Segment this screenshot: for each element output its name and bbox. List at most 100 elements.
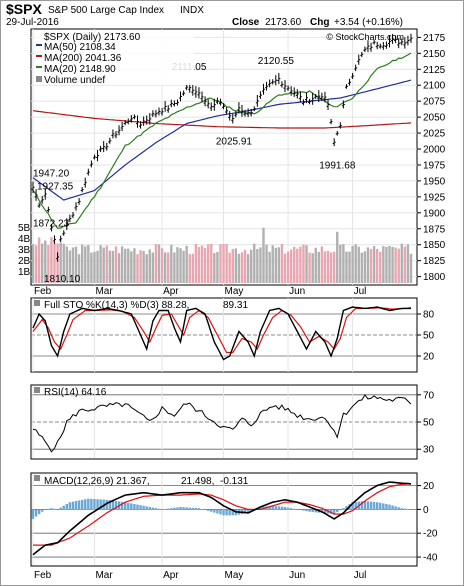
volume-bar [130, 251, 133, 283]
macd-histogram-bar [363, 501, 367, 510]
volume-bar [323, 251, 327, 283]
macd-histogram-bar [37, 509, 41, 515]
month-label: Jul [354, 286, 367, 297]
macd-histogram-bar [329, 509, 333, 514]
indicator-tick-label: 20 [423, 352, 435, 363]
macd-histogram-bar [99, 499, 102, 510]
macd-histogram-bar [308, 509, 311, 512]
volume-bar [345, 251, 348, 283]
volume-bar [348, 251, 351, 283]
macd-histogram-bar [96, 499, 99, 510]
macd-histogram-bar [31, 509, 35, 519]
volume-bar [326, 250, 330, 283]
month-label-bottom: Apr [163, 570, 179, 581]
indicator-tick-label: 30 [423, 445, 435, 456]
indicator-tick-label: 0 [423, 505, 429, 516]
volume-bar [111, 250, 115, 283]
macd-panel: 200-20-40 MACD(12,26,9) 21.367, 21.498, … [30, 472, 438, 567]
volume-bar [363, 251, 367, 283]
macd-histogram-bar [111, 500, 115, 510]
volume-bar [145, 254, 148, 283]
volume-bar [41, 243, 44, 283]
rsi-swatch [34, 387, 40, 393]
price-panel: 1947.201927.351872.231810.102111.052025.… [18, 28, 446, 286]
volume-bar [372, 246, 376, 283]
price-tick-label: 2050 [423, 113, 446, 124]
price-annotation: 1810.10 [44, 274, 81, 285]
price-annotation: 1872.23 [33, 219, 70, 230]
volume-bar [71, 247, 75, 283]
price-annotation: 2025.91 [216, 136, 253, 147]
macd-histogram-bar [173, 507, 176, 510]
volume-bar [299, 246, 302, 283]
volume-bar [90, 252, 93, 283]
macd-histogram-bar [299, 509, 302, 510]
volume-bar [117, 253, 121, 283]
legend-volume: Volume undef [44, 75, 105, 86]
watermark: © StockCharts.com [326, 32, 404, 42]
volume-axis-label: 3B [18, 245, 31, 256]
macd-histogram-bar [191, 507, 195, 510]
macd-histogram-bar [50, 508, 53, 510]
ma20-line [32, 52, 412, 229]
macd-histogram-bar [206, 509, 210, 511]
price-tick-label: 2025 [423, 129, 446, 140]
volume-bar [151, 252, 155, 283]
volume-bar [329, 252, 333, 283]
macd-histogram-bar [311, 509, 314, 513]
volume-bar [123, 248, 127, 283]
volume-bar [74, 246, 78, 283]
price-tick-label: 2125 [423, 65, 446, 76]
volume-bar [127, 248, 130, 283]
volume-axis-label: 1B [18, 267, 31, 278]
volume-bar [354, 244, 357, 283]
price-annotation: 1947.20 [33, 169, 70, 180]
volume-bar [283, 253, 287, 283]
macd-histogram-bar [59, 507, 62, 510]
price-tick-label: 2150 [423, 49, 446, 60]
macd-line [32, 481, 412, 556]
indicator-tick-label: 50 [423, 418, 435, 429]
legend-ma50: MA(50) 2108.34 [44, 42, 116, 53]
macd-histogram-bar [105, 499, 108, 510]
volume-bar [286, 251, 290, 283]
macd-histogram-bar [394, 506, 397, 510]
volume-bar [65, 246, 69, 283]
volume-bar [225, 243, 228, 283]
macd-histogram-bar [369, 501, 373, 510]
macd-histogram-bar [286, 507, 290, 510]
volume-bar [268, 251, 271, 283]
macd-histogram-bar [336, 509, 339, 513]
volume-bar [228, 252, 231, 283]
macd-histogram-bar [302, 509, 305, 511]
volume-bar [163, 252, 167, 283]
macd-histogram-bar [354, 501, 357, 510]
macd-histogram-bar [406, 509, 410, 510]
volume-bar [102, 247, 105, 283]
volume-bar [234, 248, 238, 283]
price-annotation: 1927.35 [37, 181, 74, 192]
price-tick-label: 1800 [423, 272, 446, 283]
macd-histogram-bar [280, 506, 284, 510]
macd-histogram-bar [130, 503, 133, 510]
rsi-line [32, 394, 412, 453]
macd-histogram-bar [277, 506, 281, 510]
price-tick-label: 2175 [423, 33, 446, 44]
month-label: Feb [34, 286, 52, 297]
macd-histogram-bar [400, 508, 403, 510]
stochastic-panel: 80 50 20 Full STO %K(14,3) %D(3) 88.28, 89… [30, 297, 435, 373]
month-label: Jun [289, 286, 305, 297]
volume-bar [277, 247, 281, 283]
volume-bar [400, 243, 403, 283]
volume-bar [160, 248, 164, 283]
macd-histogram-bar [84, 499, 87, 510]
legend-ma50-swatch [36, 44, 42, 46]
volume-bar [259, 247, 262, 283]
price-tick-label: 1950 [423, 176, 446, 187]
legend-macd-signal: 21.498, [181, 476, 214, 487]
month-label-bottom: Jun [289, 570, 305, 581]
macd-histogram-bar [314, 509, 317, 513]
macd-histogram-bar [203, 509, 207, 510]
month-label-bottom: Jul [354, 570, 367, 581]
